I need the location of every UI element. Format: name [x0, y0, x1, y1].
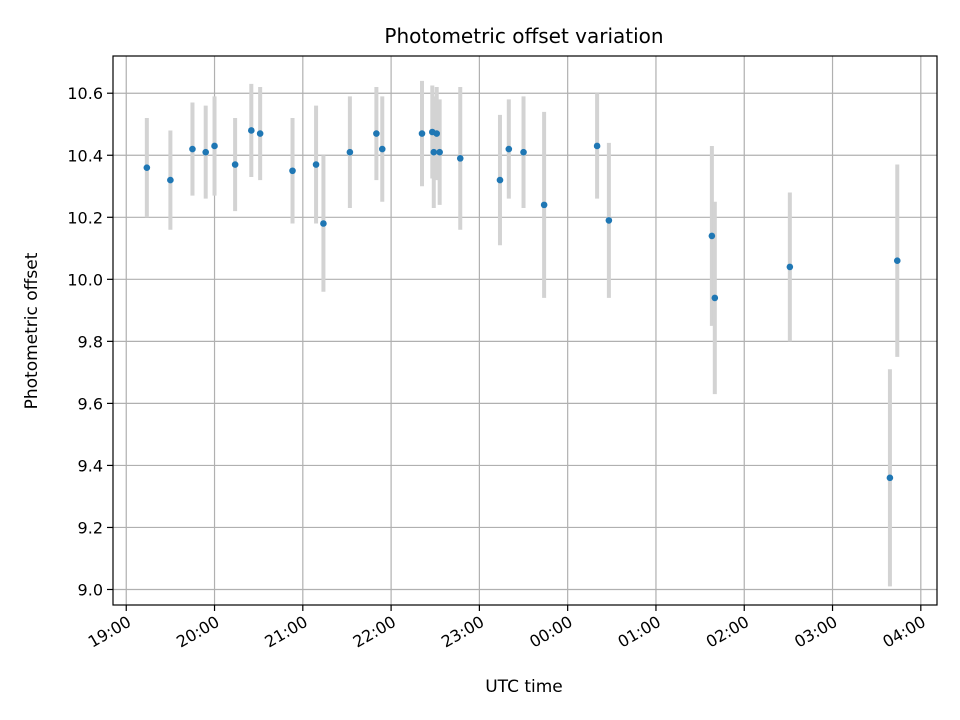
x-tick-label: 00:00	[526, 612, 575, 652]
x-axis: 19:00 20:00 21:00 22:00 23:00 00:00 01:00 02:00…	[85, 605, 929, 652]
x-tick-label: 22:00	[350, 612, 399, 652]
data-point	[505, 145, 513, 153]
data-point	[886, 474, 894, 482]
y-tick-label: 9.0	[78, 580, 103, 599]
data-point	[520, 148, 527, 156]
data-point	[189, 145, 196, 153]
x-axis-label: UTC time	[485, 677, 563, 697]
data-point	[711, 294, 719, 302]
data-point	[433, 130, 441, 137]
data-point	[593, 142, 601, 150]
x-tick-label: 02:00	[703, 612, 752, 652]
x-tick-label: 20:00	[173, 612, 222, 652]
data-point	[496, 176, 504, 184]
x-tick-label: 21:00	[261, 612, 310, 652]
data-point	[211, 142, 218, 150]
data-point	[143, 164, 151, 171]
data-point	[312, 161, 320, 168]
data-point	[289, 167, 296, 175]
y-tick-label: 10.6	[67, 84, 103, 103]
y-tick-label: 10.4	[67, 146, 103, 165]
data-points	[143, 127, 901, 482]
data-point	[378, 145, 386, 153]
y-axis: 9.0 9.2 9.4 9.6 9.8 10.0 10.2 10.4 10.6	[67, 84, 113, 599]
data-point	[167, 176, 174, 184]
data-point	[320, 220, 327, 227]
y-axis-label: Photometric offset	[22, 252, 42, 409]
data-point	[786, 263, 794, 271]
chart-title: Photometric offset variation	[384, 24, 663, 48]
x-tick-label: 23:00	[438, 612, 487, 652]
data-point	[346, 148, 354, 156]
data-point	[373, 130, 380, 137]
data-point	[418, 130, 426, 137]
data-point	[436, 148, 443, 156]
x-tick-label: 19:00	[85, 612, 134, 652]
x-tick-label: 01:00	[615, 612, 664, 652]
y-tick-label: 9.6	[78, 394, 103, 413]
y-tick-label: 10.0	[67, 270, 103, 289]
data-point	[605, 217, 613, 224]
y-tick-label: 9.2	[78, 518, 103, 537]
data-point	[256, 130, 264, 137]
data-point	[540, 201, 548, 209]
x-tick-label: 04:00	[879, 612, 928, 652]
data-point	[202, 148, 209, 156]
data-point	[248, 127, 255, 134]
data-point	[893, 257, 901, 265]
data-point	[708, 232, 716, 240]
data-point	[430, 148, 438, 156]
error-bars	[144, 80, 900, 587]
y-tick-label: 9.4	[78, 456, 103, 475]
data-point	[456, 155, 464, 162]
y-tick-label: 10.2	[67, 208, 103, 227]
plot-frame	[112, 55, 938, 606]
y-tick-label: 9.8	[78, 332, 103, 351]
x-tick-label: 03:00	[791, 612, 840, 652]
data-point	[231, 161, 239, 168]
